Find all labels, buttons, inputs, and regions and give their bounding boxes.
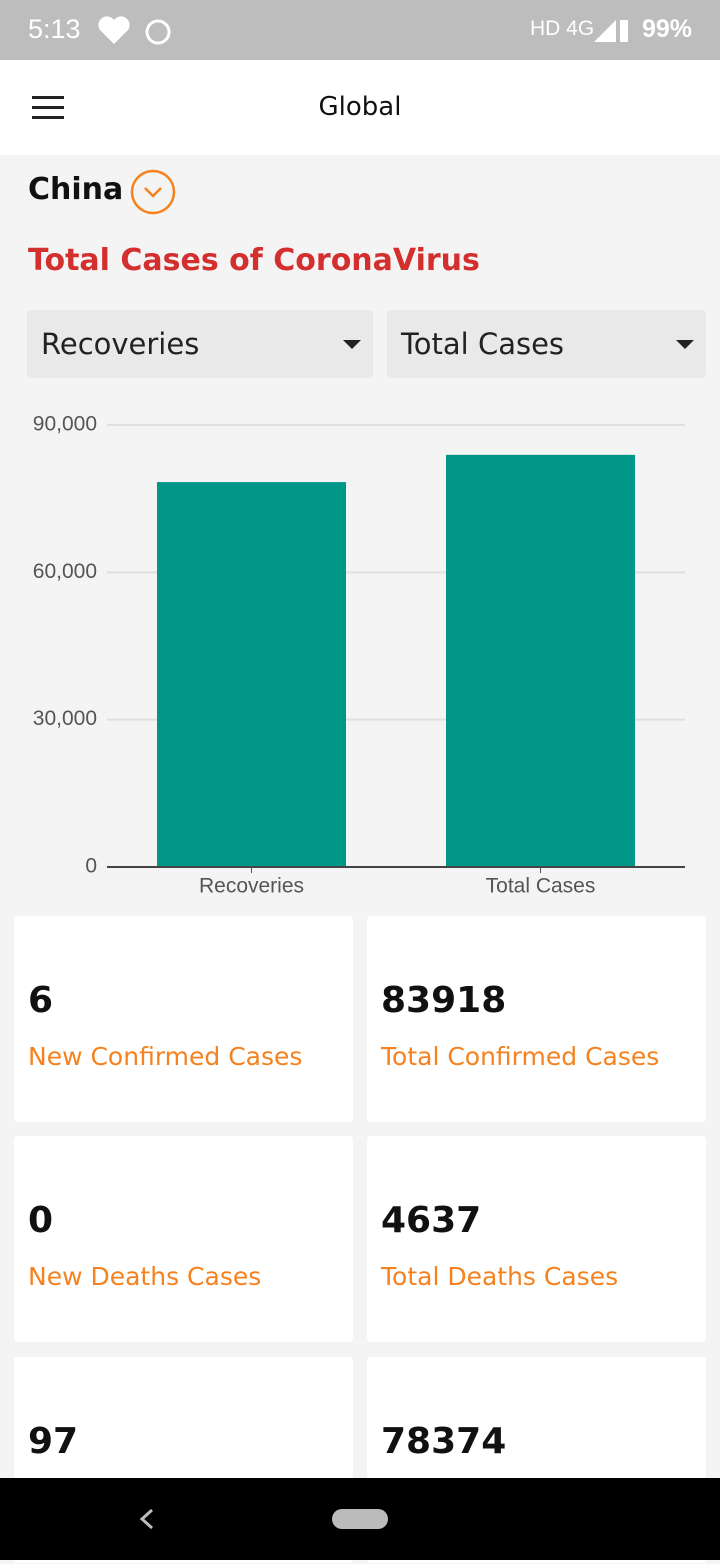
- app-bar: Global: [0, 60, 720, 155]
- bar-chart: 0 30,000 60,000 90,000 Recoveries Total Cases: [33, 413, 685, 898]
- battery: 99%: [642, 15, 693, 43]
- signal-icon: [594, 20, 628, 42]
- dropdown-text: Recoveries: [41, 327, 200, 361]
- x-tick-label: Recoveries: [199, 875, 304, 898]
- app-title: Global: [318, 92, 402, 122]
- y-tick-label: 60,000: [33, 560, 97, 583]
- stat-value: 78374: [381, 1421, 507, 1462]
- country: China: [28, 172, 124, 207]
- dropdown-arrow: [343, 340, 361, 349]
- stat-label: Total Deaths Cases: [381, 1262, 619, 1291]
- stat-value: 0: [28, 1200, 54, 1241]
- dropdown[interactable]: Recoveries: [27, 310, 373, 378]
- status-bar: 5:13 HD 4G 99%: [0, 0, 720, 60]
- stat-label: Total Confirmed Cases: [381, 1042, 660, 1071]
- stat-label: New Confirmed Cases: [28, 1042, 303, 1071]
- country-picker[interactable]: [130, 169, 176, 215]
- stat-card: 4637 Total Deaths Cases: [367, 1136, 706, 1342]
- stat-value: 97: [28, 1421, 79, 1462]
- clock: 5:13: [28, 14, 81, 44]
- stat-card: 0 New Deaths Cases: [14, 1136, 353, 1342]
- y-tick-label: 30,000: [33, 707, 97, 730]
- y-tick-label: 90,000: [33, 413, 97, 436]
- bar: [156, 482, 347, 867]
- stat-card: 6 New Confirmed Cases: [14, 916, 353, 1122]
- stat-card: 83918 Total Confirmed Cases: [367, 916, 706, 1122]
- network: HD 4G: [530, 17, 595, 40]
- section-title: Total Cases of CoronaVirus: [28, 243, 480, 278]
- nav-bar: [0, 1478, 720, 1560]
- stat-value: 6: [28, 980, 54, 1021]
- dropdown-text: Total Cases: [401, 327, 565, 361]
- dropdown[interactable]: Total Cases: [387, 310, 706, 378]
- nav-icons: [139, 1508, 388, 1530]
- stat-label: New Deaths Cases: [28, 1262, 262, 1291]
- stat-value: 4637: [381, 1200, 482, 1241]
- x-tick-label: Total Cases: [486, 875, 596, 898]
- status-icons: [98, 16, 171, 45]
- stat-value: 83918: [381, 980, 507, 1021]
- dropdown-arrow: [676, 340, 694, 349]
- menu-button[interactable]: [32, 96, 64, 120]
- y-tick-label: 0: [85, 855, 97, 878]
- bar: [445, 454, 636, 867]
